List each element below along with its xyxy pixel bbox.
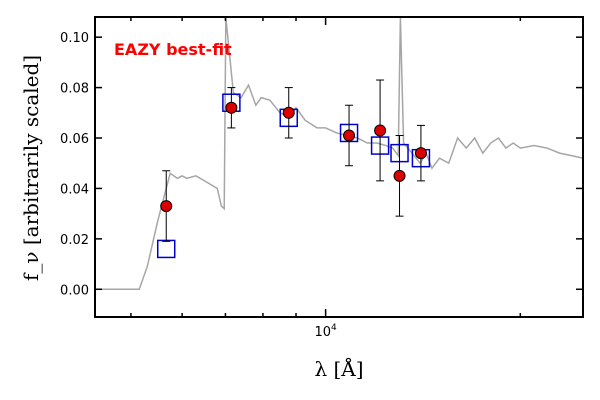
y-tick-label: 0.08 [60, 82, 89, 97]
y-tick-label: 0.00 [60, 283, 89, 298]
observed-photometry-point [414, 147, 427, 160]
y-tick-label: 0.04 [60, 182, 89, 197]
chart-annotation: EAZY best-fit [114, 40, 232, 59]
model-photometry-box [156, 239, 176, 259]
axes: 0.00 0.02 0.04 0.06 0.08 0.10 104 [60, 16, 584, 340]
y-tick-label: 0.02 [60, 233, 89, 248]
x-tick-label: 104 [314, 323, 337, 340]
data-layer [95, 17, 583, 291]
x-axis-label: λ [Å] [314, 356, 363, 381]
observed-photometry-point [225, 101, 238, 114]
y-tick-label: 0.10 [60, 31, 89, 46]
plot-frame [94, 16, 584, 318]
observed-photometry-point [393, 169, 406, 182]
observed-photometry-point [343, 129, 356, 142]
y-axis-label: f_ν [arbitrarily scaled] [19, 55, 43, 281]
observed-photometry-point [282, 106, 295, 119]
plot-area [95, 17, 583, 291]
observed-photometry-point [160, 200, 173, 213]
y-tick-label: 0.06 [60, 132, 89, 147]
observed-photometry-point [374, 124, 387, 137]
